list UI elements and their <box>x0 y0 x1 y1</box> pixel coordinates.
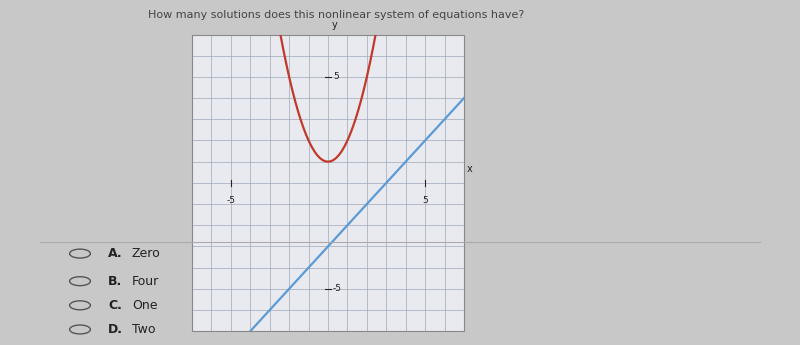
Text: Four: Four <box>132 275 159 288</box>
Text: One: One <box>132 299 158 312</box>
Text: Zero: Zero <box>132 247 161 260</box>
Text: x: x <box>467 164 473 174</box>
Text: 5: 5 <box>422 196 428 205</box>
Text: 5: 5 <box>333 72 338 81</box>
Text: -5: -5 <box>226 196 235 205</box>
Text: Two: Two <box>132 323 155 336</box>
Text: y: y <box>332 20 338 30</box>
Text: D.: D. <box>108 323 123 336</box>
Text: C.: C. <box>108 299 122 312</box>
Text: A.: A. <box>108 247 122 260</box>
Text: -5: -5 <box>333 284 342 293</box>
Text: B.: B. <box>108 275 122 288</box>
Text: How many solutions does this nonlinear system of equations have?: How many solutions does this nonlinear s… <box>148 10 524 20</box>
